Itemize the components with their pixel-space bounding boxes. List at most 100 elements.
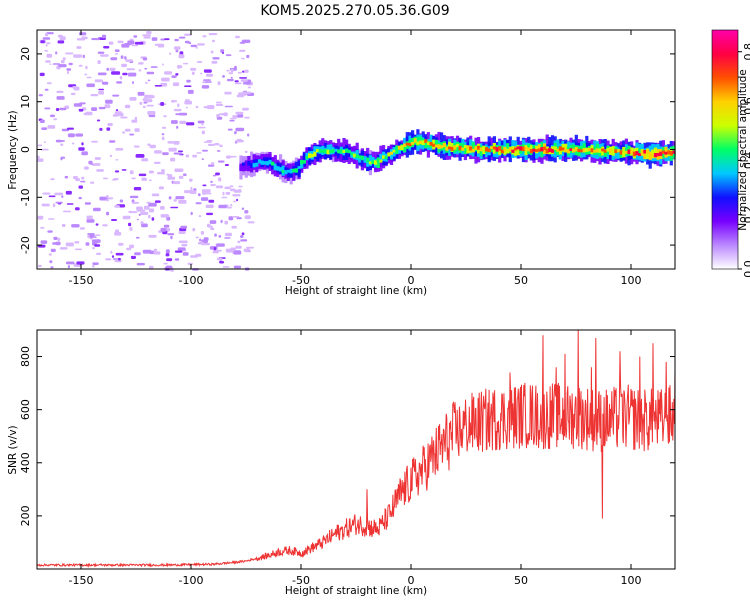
noise-speckle bbox=[210, 225, 213, 229]
noise-speckle bbox=[226, 206, 232, 209]
noise-speckle bbox=[64, 175, 69, 179]
noise-speckle bbox=[207, 143, 216, 146]
noise-speckle bbox=[190, 186, 193, 191]
ridge-cell bbox=[379, 153, 383, 162]
ridge-cell bbox=[302, 154, 306, 165]
noise-speckle bbox=[45, 44, 48, 47]
noise-speckle bbox=[52, 203, 56, 208]
ridge-cell bbox=[257, 160, 262, 168]
noise-speckle bbox=[148, 114, 156, 118]
noise-speckle bbox=[37, 144, 43, 147]
ridge-cell bbox=[355, 154, 359, 158]
noise-speckle bbox=[219, 261, 225, 264]
noise-speckle bbox=[144, 67, 148, 70]
ridge-cell bbox=[400, 145, 404, 150]
y-tick-label: 20 bbox=[19, 47, 32, 61]
noise-speckle bbox=[44, 88, 49, 91]
noise-speckle bbox=[173, 46, 181, 50]
noise-speckle bbox=[129, 244, 134, 249]
ridge-cell bbox=[611, 149, 615, 154]
ridge-cell bbox=[635, 151, 639, 156]
ridge-cell bbox=[308, 153, 312, 158]
noise-speckle bbox=[181, 243, 188, 247]
ridge-cell bbox=[376, 157, 380, 168]
ridge-cell bbox=[358, 156, 362, 163]
noise-speckle bbox=[75, 207, 80, 211]
noise-speckle bbox=[143, 36, 151, 39]
ridge-cell bbox=[392, 149, 396, 153]
ridge-cell bbox=[363, 158, 367, 163]
noise-speckle bbox=[210, 50, 214, 54]
noise-speckle bbox=[161, 63, 164, 66]
noise-speckle bbox=[175, 49, 179, 53]
noise-speckle bbox=[139, 101, 143, 105]
noise-speckle bbox=[177, 150, 184, 153]
noise-speckle bbox=[197, 193, 201, 197]
noise-speckle bbox=[233, 265, 242, 269]
noise-speckle bbox=[185, 99, 190, 103]
noise-speckle bbox=[67, 133, 75, 138]
noise-speckle bbox=[147, 143, 151, 146]
ridge-cell bbox=[622, 151, 626, 155]
noise-speckle bbox=[209, 220, 217, 224]
ridge-cell bbox=[421, 140, 425, 145]
noise-speckle bbox=[226, 78, 234, 82]
frequency-ridge bbox=[239, 129, 676, 185]
noise-speckle bbox=[196, 152, 202, 154]
noise-speckle bbox=[164, 38, 170, 41]
noise-speckle bbox=[71, 142, 75, 145]
noise-speckle bbox=[213, 247, 217, 251]
noise-speckle bbox=[84, 73, 88, 76]
noise-speckle bbox=[197, 43, 205, 46]
noise-speckle bbox=[73, 176, 78, 180]
noise-speckle bbox=[175, 196, 185, 200]
ridge-cell bbox=[339, 149, 343, 154]
noise-speckle bbox=[118, 257, 121, 261]
ridge-cell bbox=[529, 145, 533, 152]
noise-speckle bbox=[129, 170, 134, 175]
noise-speckle bbox=[129, 195, 139, 199]
noise-speckle bbox=[45, 32, 49, 37]
ridge-cell bbox=[587, 147, 592, 152]
noise-speckle bbox=[59, 36, 66, 41]
noise-speckle bbox=[86, 83, 95, 88]
noise-speckle bbox=[131, 201, 139, 204]
noise-speckle bbox=[147, 79, 151, 82]
noise-speckle bbox=[62, 210, 71, 213]
ridge-cell bbox=[242, 162, 246, 166]
ridge-cell bbox=[429, 142, 433, 146]
ridge-cell bbox=[434, 139, 438, 148]
noise-speckle bbox=[166, 216, 171, 221]
noise-speckle bbox=[236, 138, 242, 142]
noise-speckle bbox=[212, 39, 215, 43]
ridge-cell bbox=[545, 148, 549, 154]
noise-speckle bbox=[85, 242, 90, 246]
colorbar: 0.0 0.2 0.4 0.6 0.8 Normalized spectral ampl… bbox=[711, 29, 750, 278]
noise-speckle bbox=[98, 90, 104, 95]
noise-speckle bbox=[112, 114, 118, 117]
noise-speckle bbox=[236, 198, 239, 202]
noise-speckle bbox=[195, 236, 200, 239]
ridge-cell bbox=[403, 143, 407, 147]
noise-speckle bbox=[70, 92, 76, 96]
noise-speckle bbox=[59, 140, 65, 142]
noise-speckle bbox=[48, 195, 56, 198]
ridge-cell bbox=[321, 149, 325, 153]
noise-speckle bbox=[186, 79, 191, 83]
noise-speckle bbox=[42, 192, 51, 195]
noise-speckle bbox=[172, 82, 180, 87]
ridge-cell bbox=[572, 144, 576, 153]
noise-speckle bbox=[189, 178, 193, 182]
noise-speckle bbox=[72, 86, 77, 89]
noise-speckle bbox=[178, 54, 185, 59]
noise-speckle bbox=[81, 142, 84, 146]
ridge-cell bbox=[471, 142, 475, 153]
noise-speckle bbox=[37, 158, 44, 162]
ridge-cell bbox=[643, 150, 647, 160]
ridge-cell bbox=[437, 144, 441, 149]
noise-speckle bbox=[84, 166, 89, 170]
noise-speckle bbox=[100, 54, 109, 57]
ridge-cell bbox=[416, 136, 420, 147]
ridge-cell bbox=[529, 149, 533, 154]
noise-speckle bbox=[94, 157, 101, 160]
